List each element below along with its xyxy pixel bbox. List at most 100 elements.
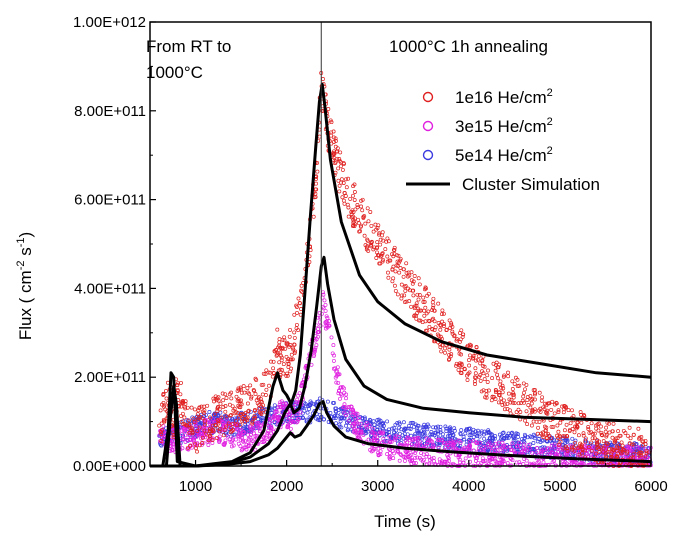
scatter-point	[342, 201, 347, 206]
scatter-point	[594, 451, 598, 456]
scatter-point	[570, 408, 574, 413]
scatter-point	[517, 460, 522, 465]
scatter-point	[358, 421, 363, 426]
scatter-point	[573, 424, 578, 429]
scatter-point	[162, 419, 166, 424]
scatter-point	[493, 441, 498, 446]
scatter-point	[371, 431, 376, 436]
scatter-point	[432, 308, 437, 313]
scatter-point	[524, 382, 529, 387]
scatter-point	[197, 425, 202, 430]
scatter-point	[412, 442, 417, 447]
scatter-point	[486, 428, 491, 433]
scatter-point	[567, 452, 572, 457]
scatter-point	[561, 446, 566, 451]
scatter-point	[552, 459, 557, 464]
scatter-point	[344, 185, 349, 190]
scatter-point	[436, 424, 440, 429]
scatter-point	[394, 434, 398, 439]
scatter-point	[236, 403, 241, 408]
scatter-point	[637, 451, 641, 456]
scatter-point	[291, 419, 296, 424]
scatter-point	[181, 399, 185, 403]
scatter-point	[399, 282, 404, 287]
scatter-point	[428, 432, 433, 437]
scatter-point	[496, 400, 501, 405]
scatter-point	[393, 269, 398, 274]
scatter-point	[375, 240, 380, 245]
scatter-point	[600, 433, 605, 438]
scatter-point	[401, 454, 406, 459]
scatter-point	[395, 448, 400, 453]
scatter-point	[215, 425, 220, 430]
scatter-point	[404, 270, 409, 275]
scatter-point	[502, 402, 507, 407]
scatter-point	[403, 455, 408, 460]
scatter-point	[528, 405, 533, 410]
scatter-point	[385, 254, 390, 259]
scatter-point	[288, 327, 293, 332]
scatter-point	[318, 406, 323, 411]
legend-label: 1e16 He/cm2	[455, 87, 553, 107]
scatter-point	[418, 318, 423, 323]
scatter-point	[640, 443, 645, 448]
scatter-point	[253, 392, 258, 396]
scatter-point	[547, 433, 552, 438]
scatter-point	[335, 146, 340, 151]
scatter-point	[234, 418, 239, 423]
scatter-point	[246, 442, 251, 447]
scatter-point	[589, 448, 594, 453]
annotation-from-rt: From RT to	[146, 37, 231, 56]
scatter-point	[473, 382, 477, 386]
scatter-point	[571, 445, 576, 450]
scatter-point	[376, 253, 381, 258]
scatter-point	[337, 422, 342, 427]
scatter-point	[614, 454, 619, 459]
scatter-point	[248, 383, 253, 388]
scatter-point	[493, 388, 498, 392]
scatter-point	[413, 450, 418, 455]
scatter-point	[607, 430, 612, 435]
scatter-point	[486, 430, 491, 435]
scatter-point	[457, 446, 462, 451]
scatter-point	[522, 390, 526, 395]
scatter-point	[200, 435, 205, 440]
scatter-point	[581, 431, 586, 436]
scatter-point	[446, 456, 451, 461]
scatter-point	[581, 433, 586, 438]
scatter-point	[250, 421, 255, 426]
scatter-point	[314, 343, 319, 348]
scatter-point	[418, 308, 423, 313]
scatter-layer	[157, 71, 653, 468]
scatter-point	[479, 389, 484, 394]
scatter-point	[261, 434, 266, 439]
scatter-point	[505, 401, 510, 406]
scatter-point	[531, 461, 536, 466]
scatter-point	[299, 288, 304, 293]
legend: 1e16 He/cm2 3e15 He/cm2 5e14 He/cm2 Cluster…	[406, 87, 600, 194]
scatter-point	[378, 418, 383, 423]
scatter-point	[478, 378, 483, 383]
scatter-point	[343, 413, 348, 418]
scatter-point	[452, 428, 457, 433]
scatter-point	[408, 459, 413, 464]
scatter-point	[411, 293, 416, 298]
scatter-point	[259, 423, 264, 428]
scatter-point	[625, 449, 630, 454]
scatter-point	[267, 383, 271, 388]
scatter-point	[386, 270, 390, 275]
scatter-point	[351, 193, 355, 198]
scatter-point	[584, 448, 589, 453]
scatter-point	[533, 391, 538, 396]
scatter-point	[393, 288, 398, 293]
scatter-point	[555, 423, 560, 428]
scatter-point	[610, 435, 615, 440]
scatter-point	[422, 434, 427, 439]
annotation-1000c: 1000°C	[146, 63, 203, 82]
scatter-point	[234, 394, 239, 399]
scatter-point	[422, 308, 427, 313]
scatter-point	[483, 441, 488, 446]
scatter-point	[197, 405, 202, 410]
scatter-point	[438, 424, 443, 429]
scatter-point	[249, 394, 254, 399]
